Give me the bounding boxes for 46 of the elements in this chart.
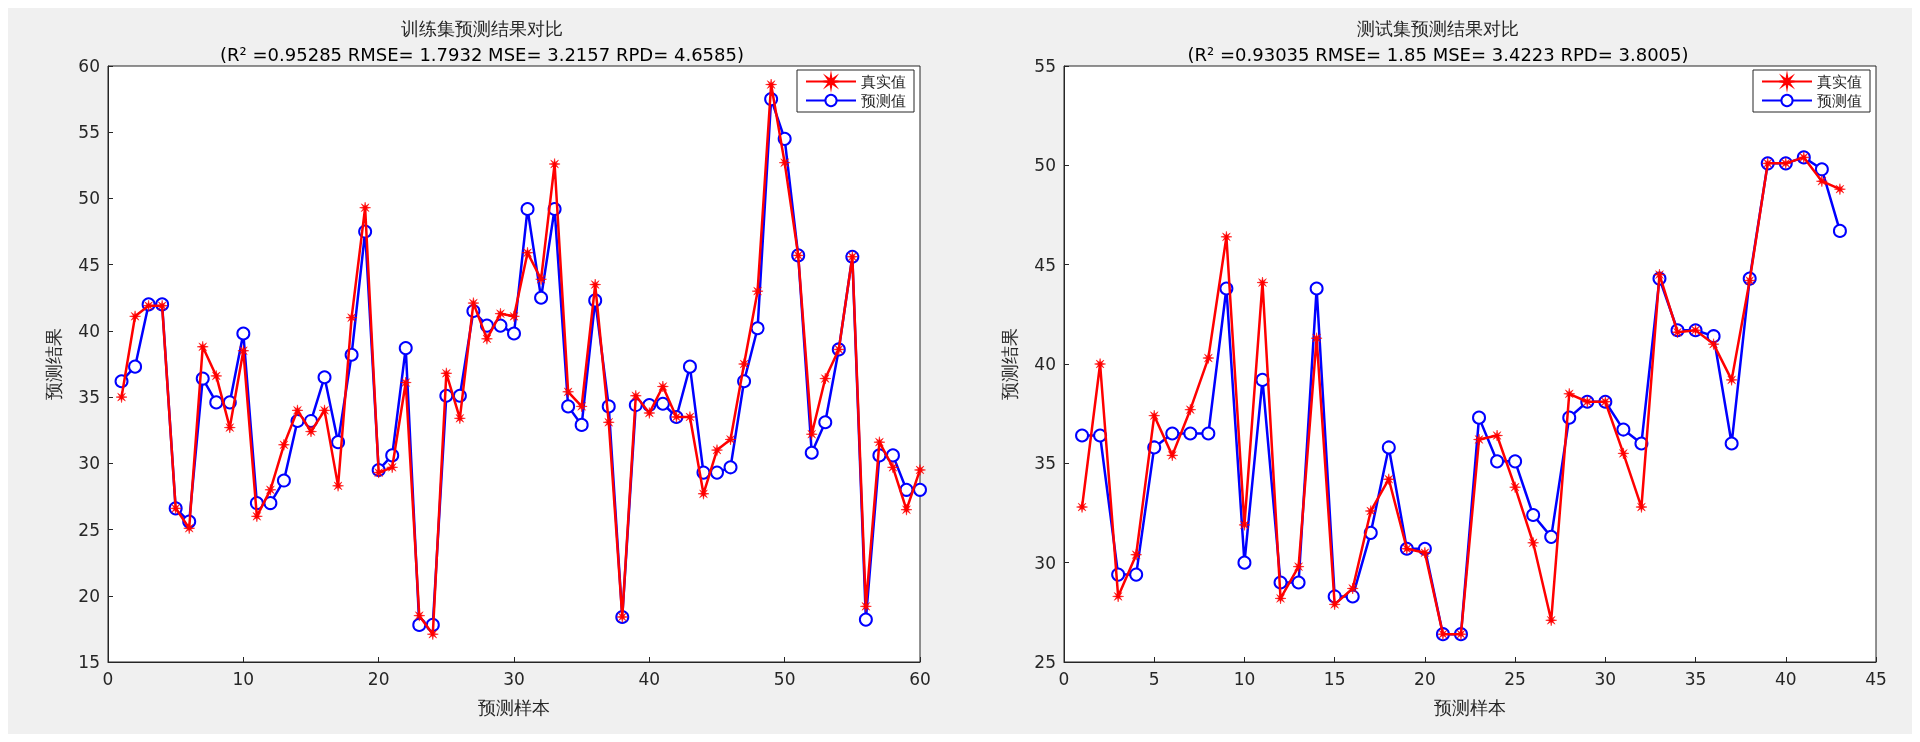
y-tick-label: 15 [78,652,100,672]
x-tick-label: 10 [232,668,255,689]
y-tick-label: 40 [1034,354,1056,374]
legend-label: 真实值 [1817,72,1862,91]
y-tick-label: 60 [78,56,100,76]
y-tick-label: 30 [1034,552,1056,573]
y-tick-label: 50 [1034,155,1056,176]
y-tick-label: 35 [1034,453,1056,474]
y-tick-label: 55 [1034,56,1056,76]
y-tick-label: 50 [78,188,100,209]
y-tick-label: 25 [78,519,100,540]
y-tick-label: 35 [78,387,100,408]
x-tick-label: 40 [638,668,661,689]
x-tick-label: 0 [102,668,114,689]
y-tick-label: 45 [1034,254,1056,275]
x-tick-label: 25 [1504,668,1526,689]
y-axis-title: 预测结果 [998,328,1020,400]
x-tick-label: 10 [1233,668,1256,689]
legend-label: 预测值 [1817,91,1862,110]
x-tick-label: 30 [503,668,525,689]
x-axis-title: 预测样本 [478,696,550,718]
chart-title: 训练集预测结果对比 [401,17,563,39]
y-tick-label: 20 [78,585,100,606]
y-tick-label: 45 [78,254,100,275]
x-tick-label: 30 [1594,668,1617,689]
legend-label: 预测值 [861,91,906,110]
y-tick-label: 40 [78,320,100,341]
chart-subtitle: (R² =0.95285 RMSE= 1.7932 MSE= 3.2157 RPD= 4.6585) [220,43,744,65]
x-tick-label: 35 [1684,668,1707,689]
x-tick-label: 20 [367,668,390,689]
x-tick-label: 5 [1148,668,1160,689]
x-tick-label: 50 [773,668,796,689]
x-tick-label: 20 [1414,668,1436,689]
x-tick-label: 15 [1323,668,1346,689]
chart-title: 测试集预测结果对比 [1357,17,1519,39]
x-tick-label: 60 [909,668,931,689]
x-tick-label: 0 [1058,668,1070,689]
x-tick-label: 45 [1865,668,1887,689]
chart-subtitle: (R² =0.93035 RMSE= 1.85 MSE= 3.4223 RPD= 3.8005) [1187,43,1689,65]
x-tick-label: 40 [1774,668,1797,689]
x-axis-title: 预测样本 [1434,696,1506,718]
y-axis-title: 预测结果 [42,328,64,400]
y-tick-label: 55 [78,122,100,143]
legend-label: 真实值 [861,72,906,91]
y-tick-label: 30 [78,453,100,474]
y-tick-label: 25 [1034,652,1056,672]
